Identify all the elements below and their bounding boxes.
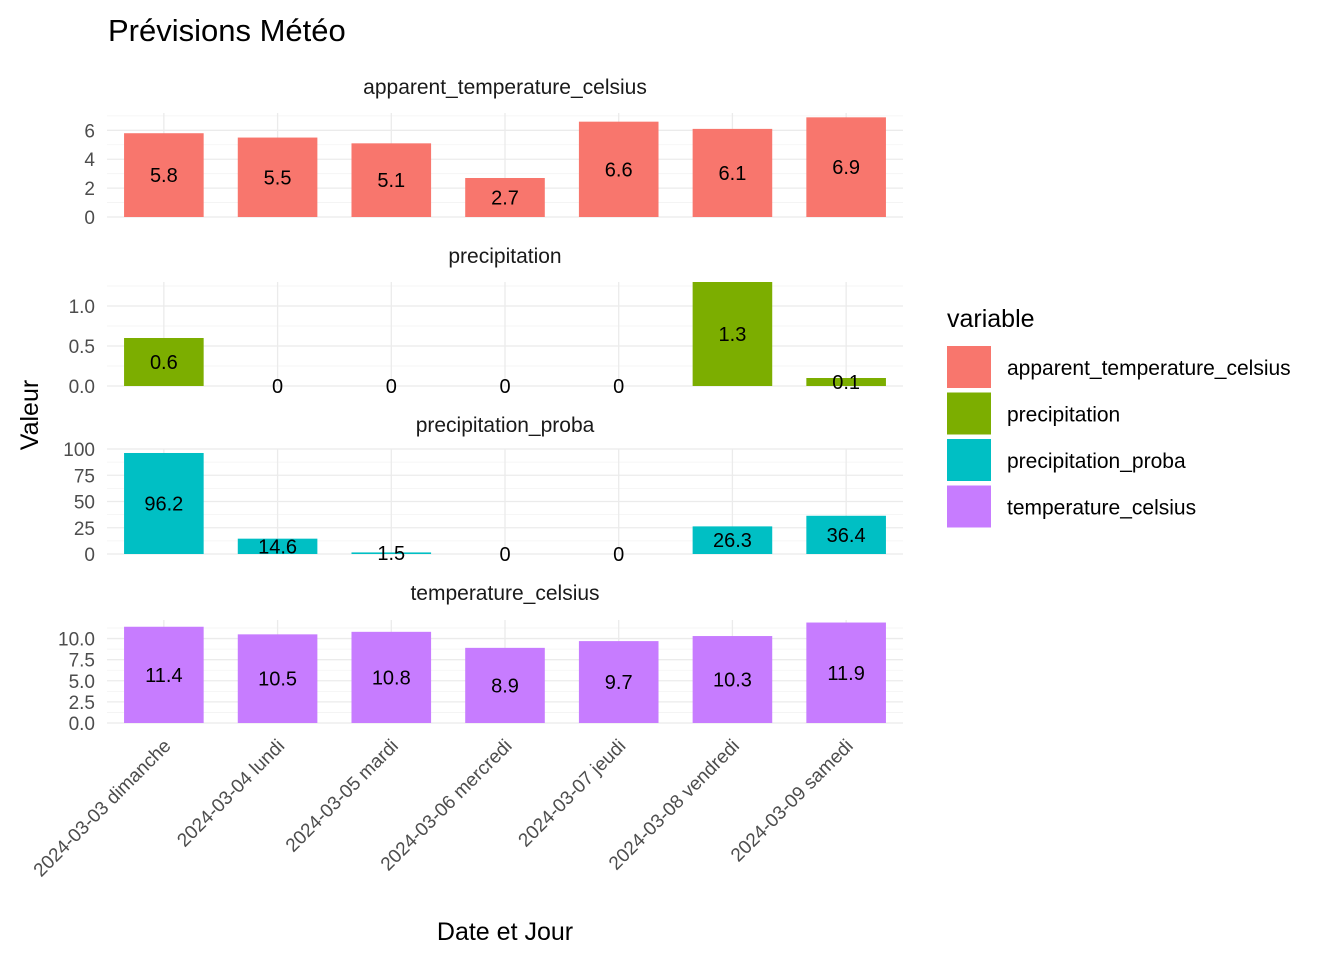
y-tick-label: 0.0 <box>69 714 95 735</box>
bar <box>806 117 886 217</box>
bar-value-label: 36.4 <box>827 525 866 547</box>
bar-value-label: 0 <box>272 376 283 398</box>
y-tick-label: 0 <box>84 208 95 229</box>
y-tick-label: 10.0 <box>58 630 95 651</box>
bar <box>124 452 204 554</box>
y-tick-label: 0 <box>84 545 95 566</box>
legend-title: variable <box>947 305 1035 333</box>
y-tick-label: 6 <box>84 121 95 142</box>
legend-label: precipitation_proba <box>1007 450 1186 473</box>
bar <box>237 137 318 217</box>
facet-apparent_temperature_celsius: 0 2 4 6 apparent_temperature_celsius 5.8 5.5 5.… <box>84 76 903 229</box>
bar <box>806 378 886 386</box>
bar <box>806 622 886 723</box>
bar-value-label: 1.3 <box>719 324 747 346</box>
bar-value-label: 6.9 <box>832 157 860 179</box>
x-tick-label: 2024-03-07 jeudi <box>515 736 631 852</box>
bar-value-label: 0 <box>613 544 624 566</box>
x-tick-label: 2024-03-09 samedi <box>727 736 858 867</box>
y-tick-label: 0.0 <box>69 377 95 398</box>
y-tick-label: 7.5 <box>69 651 95 672</box>
facet-temperature_celsius: 0.02.55.07.510.0 temperature_celsius 11.4 1… <box>58 582 903 735</box>
bar-value-label: 2.7 <box>491 188 519 210</box>
bar <box>124 626 204 723</box>
bar <box>578 121 659 217</box>
x-tick-label: 2024-03-06 mercredi <box>377 736 517 876</box>
facet-strip-label: temperature_celsius <box>410 582 599 605</box>
legend-key <box>947 392 991 435</box>
bar <box>806 515 886 554</box>
facet-strip-label: apparent_temperature_celsius <box>363 76 647 99</box>
bar-value-label: 5.5 <box>264 167 292 189</box>
bar-value-label: 11.9 <box>827 663 864 685</box>
legend-key <box>947 346 991 388</box>
bar-value-label: 26.3 <box>713 530 752 552</box>
legend-key <box>947 485 991 528</box>
y-axis-title: Valeur <box>16 380 44 450</box>
bar-value-label: 0.1 <box>832 372 860 394</box>
bar <box>124 133 204 217</box>
y-tick-label: 25 <box>74 519 95 540</box>
facet-panels: 0 2 4 6 apparent_temperature_celsius 5.8 5.5 5.… <box>58 76 903 735</box>
bar <box>578 641 659 723</box>
bar-value-label: 0 <box>499 376 510 398</box>
bar <box>465 647 545 723</box>
y-tick-label: 50 <box>74 493 95 514</box>
y-tick-label: 2.5 <box>69 693 95 714</box>
facet-strip-label: precipitation_proba <box>416 414 595 437</box>
bar-value-label: 0 <box>499 544 510 566</box>
bar-value-label: 1.5 <box>377 543 405 565</box>
legend-key <box>947 439 991 481</box>
y-tick-label: 0.5 <box>69 337 95 358</box>
bar-value-label: 14.6 <box>258 536 297 558</box>
bar-value-label: 96.2 <box>144 493 183 515</box>
y-tick-label: 5.0 <box>69 672 95 693</box>
facet-precipitation: 0.0 0.5 1.0 precipitation 0.6 0 0 0 0 1.3 0.1 <box>69 245 903 398</box>
bar-value-label: 6.6 <box>605 159 633 181</box>
bar-value-label: 5.8 <box>150 165 178 187</box>
y-tick-label: 2 <box>84 179 95 200</box>
x-tick-label: 2024-03-05 mardi <box>282 736 403 857</box>
bar <box>351 631 432 723</box>
bar <box>692 282 773 386</box>
bar-value-label: 10.3 <box>713 670 752 692</box>
bar <box>465 178 545 217</box>
bar <box>237 538 318 554</box>
bar-value-label: 10.5 <box>258 669 297 691</box>
bar <box>692 526 773 554</box>
y-tick-label: 1.0 <box>69 297 95 318</box>
y-tick-label: 75 <box>74 466 95 487</box>
legend-label: precipitation <box>1007 404 1120 427</box>
bar-value-label: 0 <box>386 376 397 398</box>
x-tick-label: 2024-03-03 dimanche <box>30 736 176 882</box>
bar-value-label: 9.7 <box>605 672 633 694</box>
legend-label: temperature_celsius <box>1007 497 1196 520</box>
bar-value-label: 8.9 <box>491 675 519 697</box>
facet-precipitation_proba: 0 25 50 75 100 precipitation_proba 96.2 14.6 1.5… <box>63 414 903 566</box>
y-tick-label: 100 <box>63 440 95 461</box>
facet-strip-label: precipitation <box>448 245 561 268</box>
y-tick-label: 4 <box>84 150 95 171</box>
bar-value-label: 6.1 <box>719 163 747 185</box>
bar <box>237 634 318 723</box>
bar-value-label: 11.4 <box>145 665 182 687</box>
bar-value-label: 0.6 <box>150 352 178 374</box>
legend-label: apparent_temperature_celsius <box>1007 357 1291 380</box>
x-tick-label: 2024-03-04 lundi <box>173 736 289 852</box>
bar <box>692 128 773 217</box>
bar <box>351 143 432 217</box>
x-tick-label: 2024-03-08 vendredi <box>605 736 744 875</box>
bar <box>351 552 432 554</box>
bar <box>692 636 773 723</box>
bar-value-label: 0 <box>613 376 624 398</box>
chart-title: Prévisions Météo <box>108 13 346 48</box>
bar-value-label: 10.8 <box>372 667 411 689</box>
bar-value-label: 5.1 <box>377 170 405 192</box>
x-axis-title: Date et Jour <box>437 918 573 946</box>
bar <box>124 338 204 386</box>
legend: variable apparent_temperature_celsiuspre… <box>947 305 1291 528</box>
